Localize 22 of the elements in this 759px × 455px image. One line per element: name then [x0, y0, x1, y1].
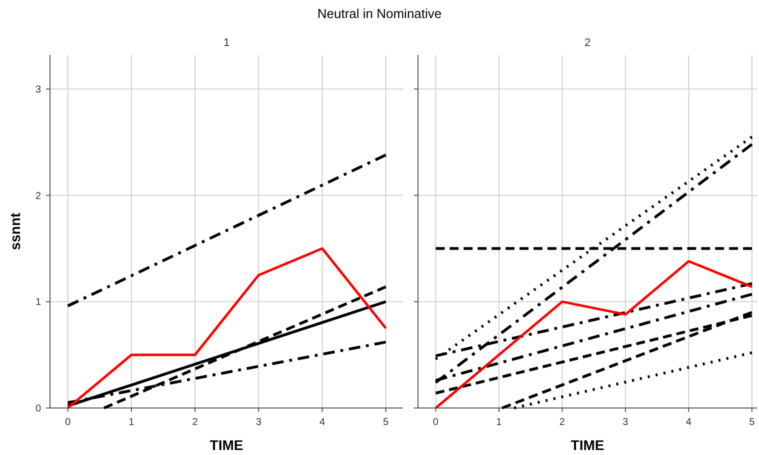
y-axis-title: ssnnt: [7, 212, 23, 250]
x-tick-label: 3: [622, 417, 629, 428]
x-tick-label: 5: [383, 417, 390, 428]
x-tick-label: 4: [319, 417, 326, 428]
x-tick-label: 4: [686, 417, 692, 428]
chart-title: Neutral in Nominative: [317, 6, 442, 21]
chart-subtitle: 1: [223, 37, 230, 49]
x-tick-label: 0: [432, 417, 439, 428]
x-tick-label: 0: [65, 417, 72, 428]
x-tick-label: 2: [192, 417, 198, 428]
y-tick-label: 3: [35, 84, 42, 96]
x-tick-label: 1: [496, 417, 502, 428]
y-tick-label: 2: [35, 190, 42, 202]
y-tick-label: 0: [35, 404, 42, 414]
x-tick-label: 3: [256, 417, 262, 428]
x-axis-title: TIME: [210, 437, 244, 453]
x-tick-label: 2: [559, 417, 566, 428]
chart-subtitle: 2: [584, 37, 591, 49]
y-tick-label: 1: [35, 297, 42, 308]
x-tick-label: 1: [128, 417, 135, 428]
x-tick-label: 5: [749, 417, 756, 428]
x-axis-title: TIME: [570, 437, 604, 453]
